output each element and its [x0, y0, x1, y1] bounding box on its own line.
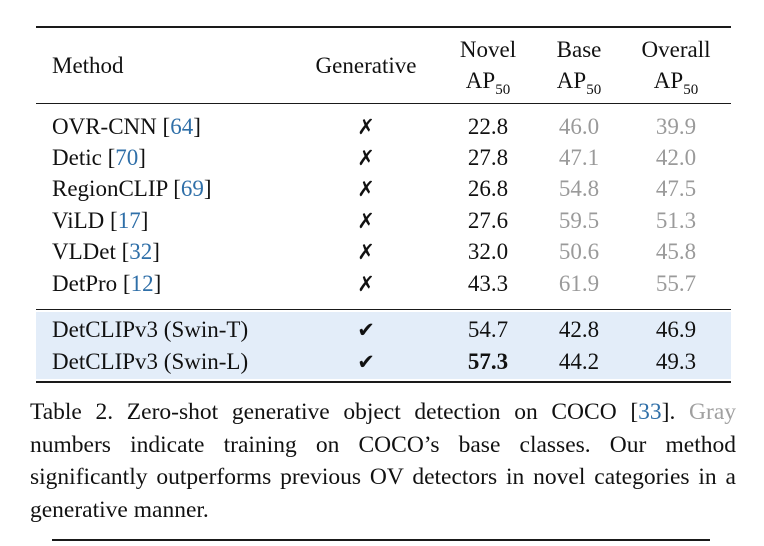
header-novel-ap: AP	[465, 68, 496, 93]
header-method: Method	[52, 53, 124, 78]
overall-ap-value: 55.7	[655, 271, 697, 296]
generative-cross-icon: ✗	[357, 209, 375, 233]
citation-link[interactable]: 69	[180, 176, 204, 201]
base-ap-value: 44.2	[558, 349, 600, 374]
caption-text-1: Table 2. Zero-shot generative object det…	[30, 399, 639, 425]
header-generative: Generative	[315, 53, 417, 78]
generative-cross-icon: ✗	[357, 177, 375, 201]
novel-ap-value: 27.6	[467, 208, 509, 233]
citation-link[interactable]: 70	[115, 145, 139, 170]
method-label: ViLD	[52, 208, 105, 233]
generative-check-icon: ✔	[357, 318, 375, 342]
method-name: VLDet [32]	[52, 239, 160, 264]
method-name: RegionCLIP [69]	[52, 176, 212, 201]
overall-ap-value: 47.5	[655, 176, 697, 201]
citation-link[interactable]: 33	[638, 399, 662, 425]
caption-gray-word: Gray	[689, 399, 737, 425]
method-label: RegionCLIP	[52, 176, 168, 201]
header-overall-subscript: 50	[683, 82, 699, 98]
method-name: DetCLIPv3 (Swin-L)	[52, 349, 249, 374]
novel-ap-value: 27.8	[467, 145, 509, 170]
header-overall-line1: Overall	[641, 37, 711, 62]
generative-cross-icon: ✗	[357, 272, 375, 296]
overall-ap-value: 51.3	[655, 208, 697, 233]
header-novel-subscript: 50	[495, 82, 511, 98]
citation-link[interactable]: 64	[170, 114, 194, 139]
generative-cross-icon: ✗	[357, 115, 375, 139]
method-label: OVR-CNN	[52, 114, 157, 139]
method-name: OVR-CNN [64]	[52, 114, 201, 139]
citation-link[interactable]: 12	[130, 271, 154, 296]
header-novel-line2: AP50	[466, 66, 510, 99]
method-name: DetPro [12]	[52, 271, 162, 296]
overall-ap-value: 46.9	[655, 317, 697, 342]
base-ap-value: 54.8	[558, 176, 600, 201]
base-ap-value: 47.1	[558, 145, 600, 170]
header-bottom-rule	[36, 103, 731, 104]
overall-ap-value: 39.9	[655, 114, 697, 139]
header-novel-line1: Novel	[459, 37, 517, 62]
generative-cross-icon: ✗	[357, 240, 375, 264]
base-ap-value: 59.5	[558, 208, 600, 233]
generative-cross-icon: ✗	[357, 146, 375, 170]
method-label: VLDet	[52, 239, 116, 264]
caption-text-3: numbers indicate training on COCO’s base…	[30, 431, 736, 523]
header-base-line1: Base	[556, 37, 602, 62]
header-overall-line2: AP50	[654, 66, 698, 99]
overall-ap-value: 42.0	[655, 145, 697, 170]
base-ap-value: 42.8	[558, 317, 600, 342]
header-base-subscript: 50	[586, 82, 602, 98]
novel-ap-value: 43.3	[467, 271, 509, 296]
generative-check-icon: ✔	[357, 350, 375, 374]
group-separator-rule	[36, 309, 731, 310]
method-label: DetPro	[52, 271, 118, 296]
novel-ap-value: 32.0	[467, 239, 509, 264]
header-base-line2: AP50	[557, 66, 601, 99]
method-name: DetCLIPv3 (Swin-T)	[52, 317, 249, 342]
caption-text-2: ].	[661, 399, 676, 425]
base-ap-value: 50.6	[558, 239, 600, 264]
citation-link[interactable]: 17	[117, 208, 141, 233]
base-ap-value: 61.9	[558, 271, 600, 296]
header-base-ap: AP	[556, 68, 587, 93]
novel-ap-value: 22.8	[467, 114, 509, 139]
method-name: Detic [70]	[52, 145, 146, 170]
method-label: Detic	[52, 145, 102, 170]
novel-ap-value-best: 57.3	[467, 349, 509, 374]
method-name: ViLD [17]	[52, 208, 149, 233]
header-overall-ap: AP	[653, 68, 684, 93]
base-ap-value: 46.0	[558, 114, 600, 139]
novel-ap-value: 54.7	[467, 317, 509, 342]
page-bottom-rule	[52, 539, 710, 541]
novel-ap-value: 26.8	[467, 176, 509, 201]
citation-link[interactable]: 32	[129, 239, 153, 264]
table-caption: Table 2. Zero-shot generative object det…	[30, 396, 736, 526]
overall-ap-value: 49.3	[655, 349, 697, 374]
ours-highlight-band	[36, 312, 731, 379]
table-bottom-rule	[36, 381, 731, 383]
table-top-rule	[36, 26, 731, 28]
overall-ap-value: 45.8	[655, 239, 697, 264]
